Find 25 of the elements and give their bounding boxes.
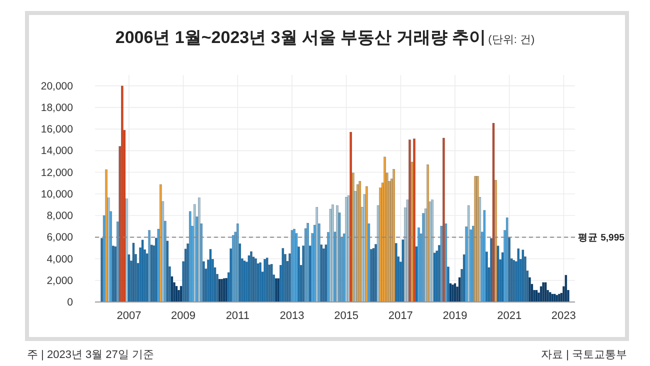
y-tick-label: 2,000 [46, 274, 74, 287]
chart-title: 2006년 1월~2023년 3월 서울 부동산 거래량 추이 [115, 28, 486, 47]
y-tick-label: 14,000 [40, 145, 74, 158]
text: 자료 | 국토교통부 [541, 349, 627, 361]
x-tick-label: 2013 [280, 310, 304, 322]
x-tick-label: 2023 [551, 310, 576, 322]
x-tick-label: 2011 [226, 310, 250, 322]
y-tick-label: 10,000 [40, 188, 74, 200]
chart-subtitle: (단위: 건) [488, 34, 535, 46]
y-tick-label: 8,000 [46, 210, 74, 222]
x-tick-label: 2009 [171, 310, 196, 322]
y-tick-label: 18,000 [40, 102, 74, 114]
y-tick-label: 4,000 [46, 253, 74, 266]
x-tick-label: 2017 [388, 310, 413, 322]
x-tick-label: 2007 [116, 310, 142, 322]
x-tick-label: 2019 [442, 310, 468, 322]
x-tick-label: 2015 [334, 310, 359, 322]
y-tick-label: 20,000 [40, 80, 74, 92]
y-tick-label: 0 [67, 296, 74, 308]
y-tick-label: 6,000 [46, 232, 74, 244]
ref-line-label: 평균 5,995 [578, 232, 626, 244]
y-tick-label: 12,000 [40, 166, 74, 179]
x-tick-label: 2021 [497, 310, 522, 322]
y-tick-label: 16,000 [40, 124, 74, 136]
text: 주 | 2023년 3월 27일 기준 [27, 349, 154, 361]
